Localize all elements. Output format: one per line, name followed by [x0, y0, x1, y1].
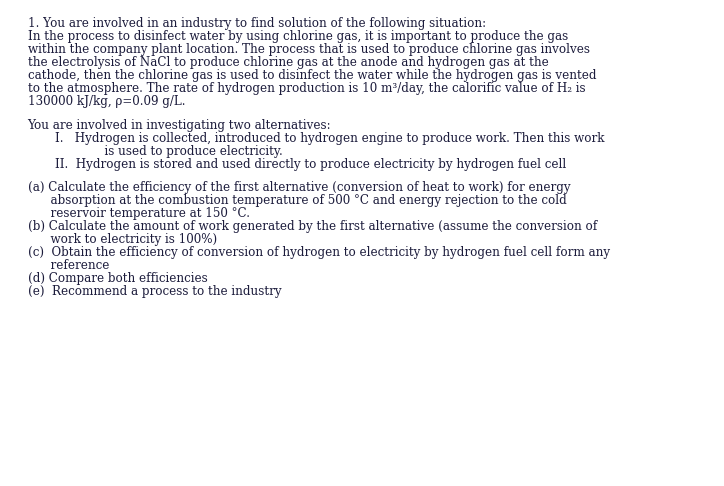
Text: work to electricity is 100%): work to electricity is 100%) — [28, 233, 216, 246]
Text: reservoir temperature at 150 °C.: reservoir temperature at 150 °C. — [28, 207, 250, 220]
Text: (c)  Obtain the efficiency of conversion of hydrogen to electricity by hydrogen : (c) Obtain the efficiency of conversion … — [28, 246, 610, 259]
Text: In the process to disinfect water by using chlorine gas, it is important to prod: In the process to disinfect water by usi… — [28, 30, 568, 43]
Text: (b) Calculate the amount of work generated by the first alternative (assume the : (b) Calculate the amount of work generat… — [28, 220, 597, 233]
Text: I.   Hydrogen is collected, introduced to hydrogen engine to produce work. Then : I. Hydrogen is collected, introduced to … — [55, 132, 605, 145]
Text: is used to produce electricity.: is used to produce electricity. — [82, 145, 282, 157]
Text: (d) Compare both efficiencies: (d) Compare both efficiencies — [28, 272, 207, 285]
Text: (a) Calculate the efficiency of the first alternative (conversion of heat to wor: (a) Calculate the efficiency of the firs… — [28, 181, 570, 194]
Text: absorption at the combustion temperature of 500 °C and energy rejection to the c: absorption at the combustion temperature… — [28, 194, 566, 207]
Text: reference: reference — [28, 259, 109, 272]
Text: the electrolysis of NaCl to produce chlorine gas at the anode and hydrogen gas a: the electrolysis of NaCl to produce chlo… — [28, 56, 548, 69]
Text: to the atmosphere. The rate of hydrogen production is 10 m³/day, the calorific v: to the atmosphere. The rate of hydrogen … — [28, 82, 585, 95]
Text: within the company plant location. The process that is used to produce chlorine : within the company plant location. The p… — [28, 43, 589, 56]
Text: You are involved in investigating two alternatives:: You are involved in investigating two al… — [28, 119, 331, 132]
Text: cathode, then the chlorine gas is used to disinfect the water while the hydrogen: cathode, then the chlorine gas is used t… — [28, 69, 596, 82]
Text: 1. You are involved in an industry to find solution of the following situation:: 1. You are involved in an industry to fi… — [28, 17, 486, 30]
Text: (e)  Recommend a process to the industry: (e) Recommend a process to the industry — [28, 285, 281, 298]
Text: 130000 kJ/kg, ρ=0.09 g/L.: 130000 kJ/kg, ρ=0.09 g/L. — [28, 95, 185, 108]
Text: II.  Hydrogen is stored and used directly to produce electricity by hydrogen fue: II. Hydrogen is stored and used directly… — [55, 157, 566, 171]
